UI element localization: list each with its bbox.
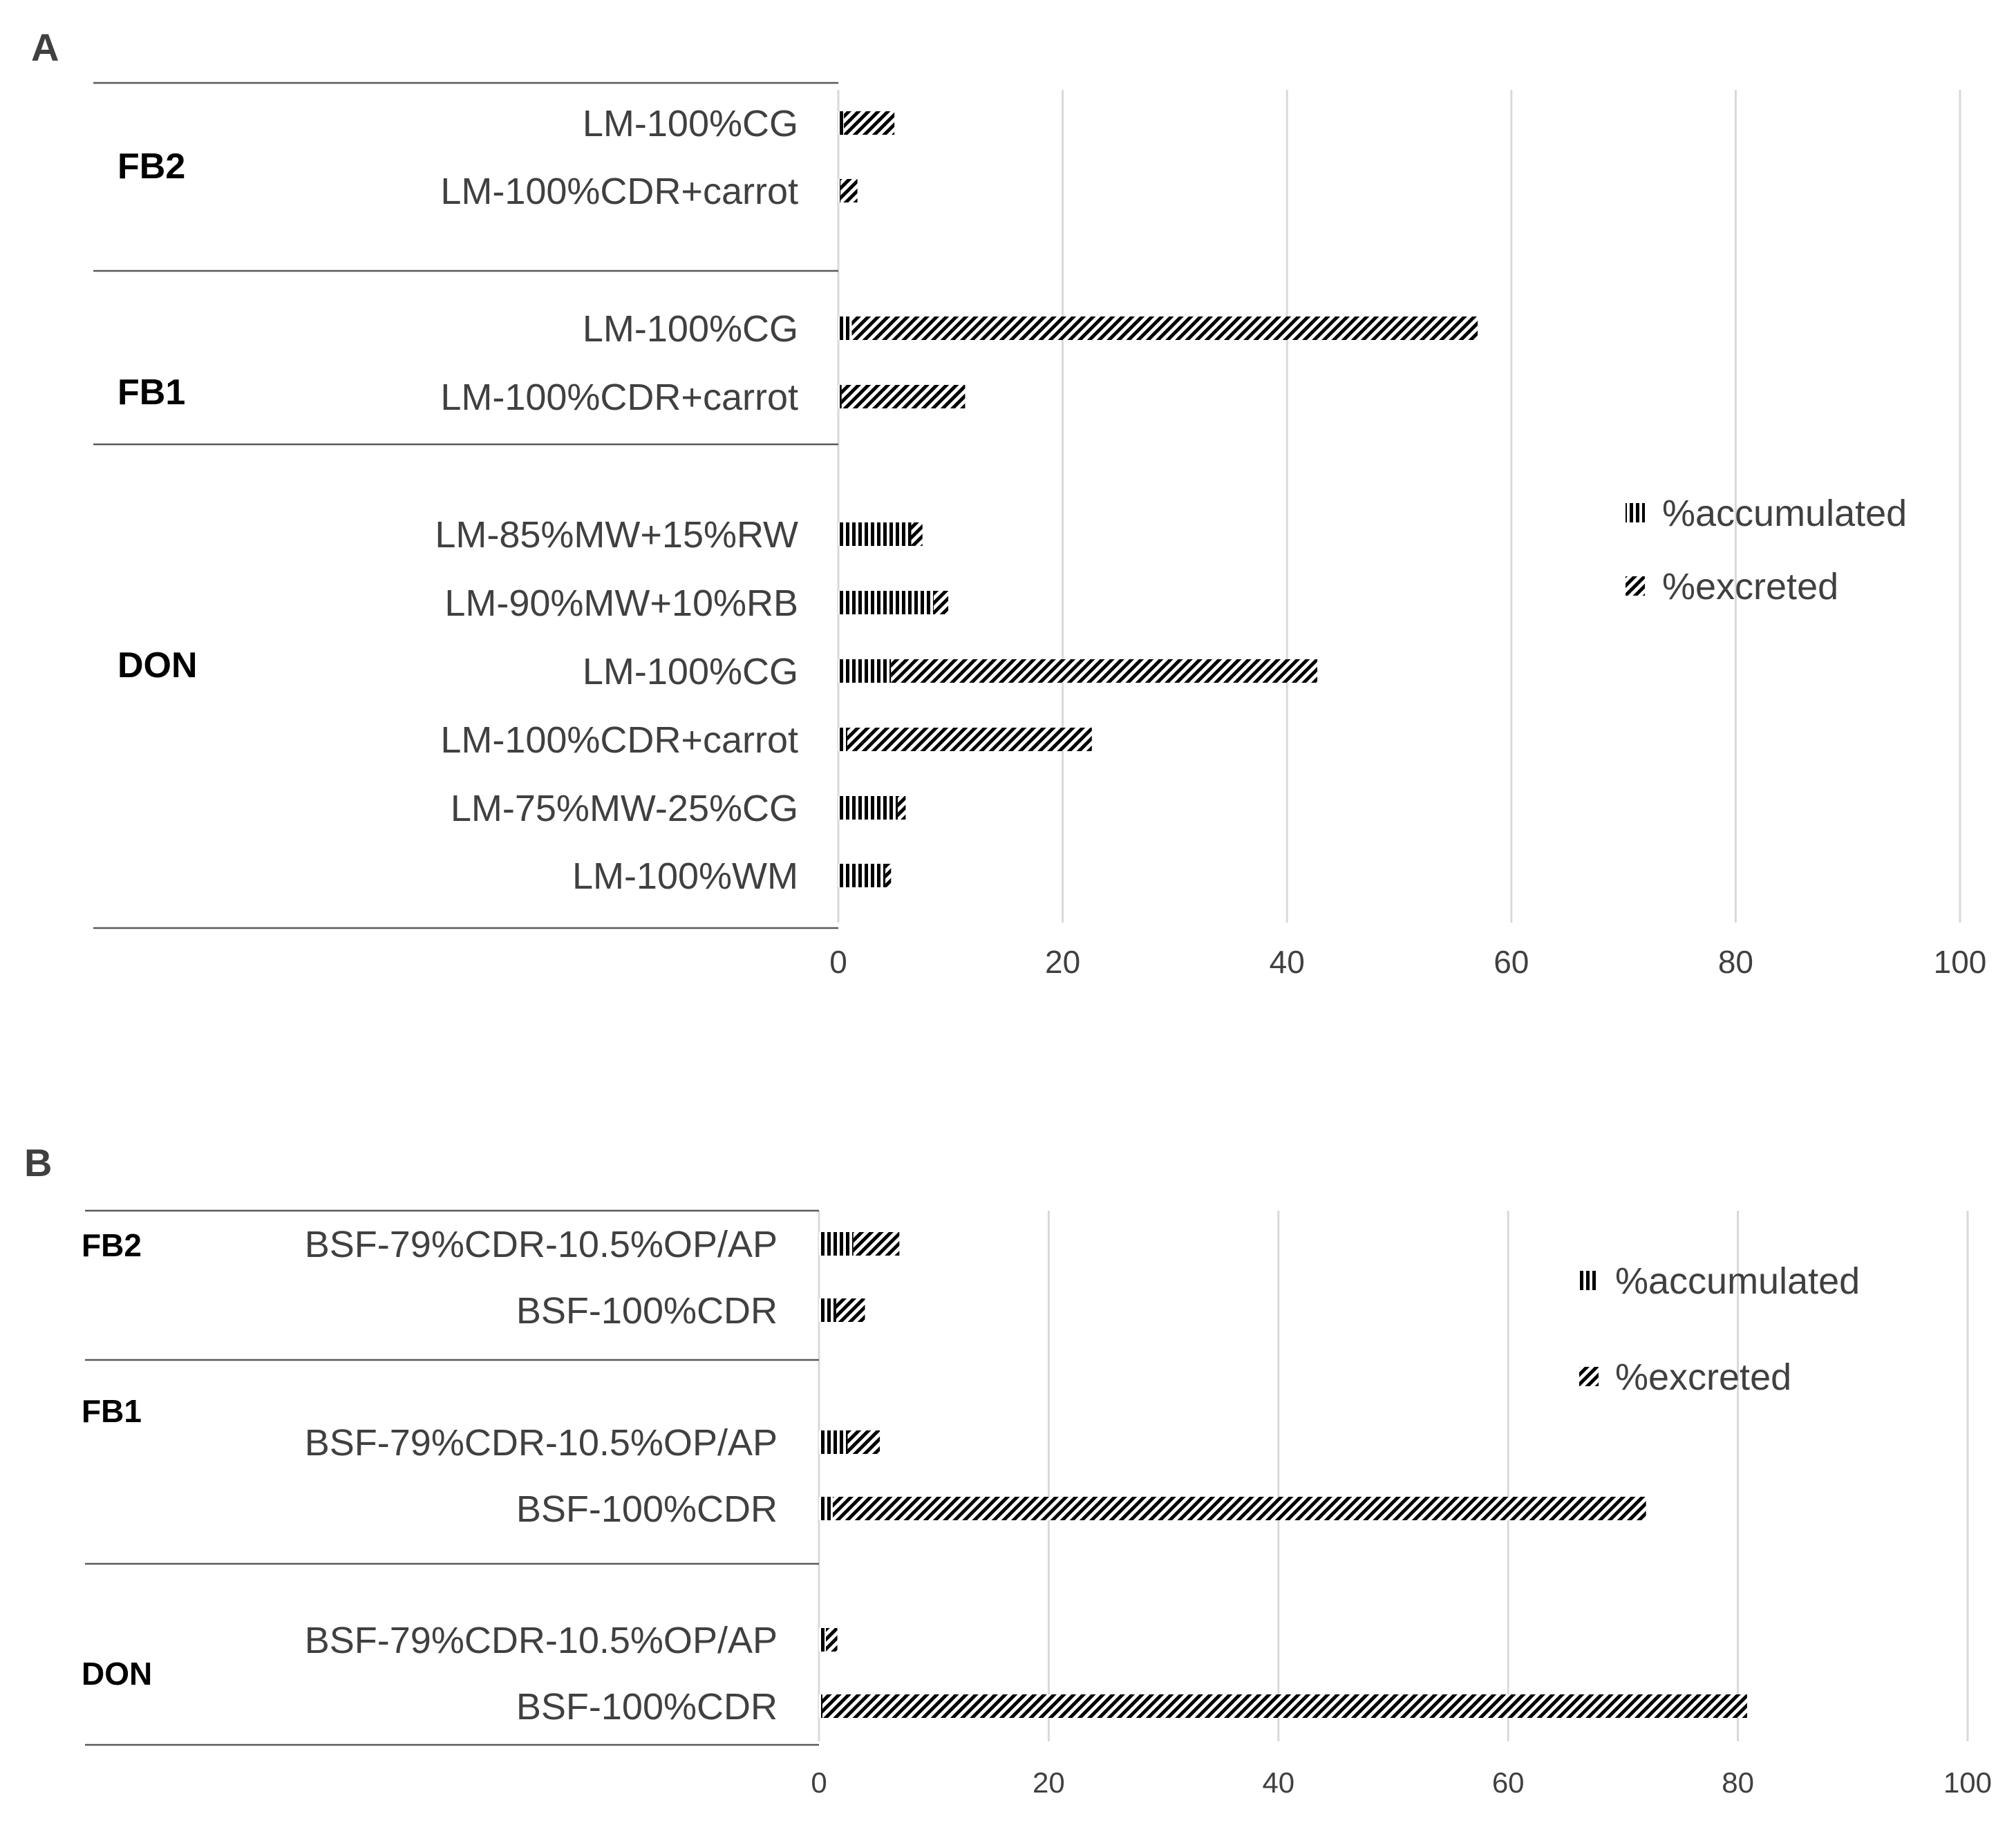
bar-excreted bbox=[898, 796, 906, 820]
bar-accumulated bbox=[819, 1430, 848, 1454]
bar-accumulated bbox=[838, 316, 852, 340]
x-tick-label: 80 bbox=[1722, 1766, 1754, 1799]
category-label: LM-90%MW+10%RB bbox=[444, 583, 798, 624]
bar-accumulated bbox=[838, 864, 886, 887]
bar-accumulated bbox=[819, 1628, 826, 1652]
x-tick-label: 100 bbox=[1943, 1766, 1992, 1799]
category-label: LM-100%CDR+carrot bbox=[440, 171, 798, 212]
bar-excreted bbox=[841, 385, 965, 408]
bar-excreted bbox=[836, 1298, 865, 1322]
bar-excreted bbox=[822, 1694, 1747, 1718]
legend-swatch-excreted bbox=[1579, 1367, 1599, 1386]
x-tick-label: 40 bbox=[1270, 944, 1305, 980]
x-tick-label: 80 bbox=[1718, 944, 1753, 980]
bar-accumulated bbox=[819, 1298, 836, 1322]
legend-swatch-accumulated bbox=[1579, 1271, 1599, 1290]
bar-accumulated bbox=[838, 728, 847, 751]
bar-accumulated bbox=[819, 1694, 822, 1718]
x-tick-label: 0 bbox=[829, 944, 847, 980]
legend-label-accumulated: %accumulated bbox=[1662, 493, 1907, 534]
group-label: DON bbox=[82, 1656, 152, 1692]
bar-accumulated bbox=[819, 1497, 833, 1520]
bar-excreted bbox=[891, 659, 1318, 683]
category-label: LM-100%CG bbox=[583, 308, 798, 350]
panel-a-chart: 0 20 40 60 80 100 FB2 LM-100%CG LM-100%CDR+carro… bbox=[93, 82, 1987, 980]
category-label: LM-100%CG bbox=[583, 103, 798, 144]
x-tick-label: 40 bbox=[1262, 1766, 1294, 1799]
bar-accumulated bbox=[838, 522, 912, 546]
bar-excreted bbox=[851, 316, 1478, 340]
x-tick-label: 100 bbox=[1934, 944, 1987, 980]
category-label: BSF-100%CDR bbox=[516, 1686, 778, 1728]
legend-swatch-excreted bbox=[1626, 576, 1645, 596]
bar-excreted bbox=[847, 728, 1092, 751]
bar-excreted bbox=[825, 1628, 838, 1652]
bar-accumulated bbox=[838, 111, 845, 135]
x-tick-label: 0 bbox=[811, 1766, 827, 1799]
group-label: FB2 bbox=[82, 1227, 142, 1263]
panel-b-letter: B bbox=[24, 1141, 52, 1184]
bar-accumulated bbox=[838, 385, 842, 408]
legend-label-excreted: %excreted bbox=[1615, 1356, 1791, 1398]
category-label: LM-100%CDR+carrot bbox=[440, 377, 798, 418]
x-tick-label: 60 bbox=[1494, 944, 1529, 980]
bar-excreted bbox=[853, 1232, 900, 1256]
bar-excreted bbox=[933, 591, 949, 614]
category-label: BSF-79%CDR-10.5%OP/AP bbox=[305, 1620, 778, 1661]
category-label: LM-100%WM bbox=[572, 855, 798, 897]
panel-b-chart: 0 20 40 60 80 100 FB2 BSF-79%CDR-10.5%OP/AP BSF-… bbox=[82, 1209, 1992, 1799]
bar-excreted bbox=[844, 111, 895, 135]
bar-excreted bbox=[885, 864, 892, 887]
category-label: LM-100%CDR+carrot bbox=[440, 719, 798, 761]
legend-label-accumulated: %accumulated bbox=[1615, 1260, 1860, 1302]
panel-a-letter: A bbox=[31, 26, 59, 69]
x-tick-label: 20 bbox=[1045, 944, 1080, 980]
x-tick-label: 20 bbox=[1033, 1766, 1065, 1799]
group-label: FB1 bbox=[117, 372, 185, 413]
category-label: BSF-79%CDR-10.5%OP/AP bbox=[305, 1224, 778, 1265]
category-label: BSF-100%CDR bbox=[516, 1290, 778, 1332]
legend-label-excreted: %excreted bbox=[1662, 566, 1838, 607]
bar-accumulated bbox=[838, 796, 898, 820]
category-label: BSF-100%CDR bbox=[516, 1488, 778, 1530]
group-label: FB1 bbox=[82, 1393, 142, 1429]
legend-swatch-accumulated bbox=[1626, 503, 1645, 522]
bar-excreted bbox=[911, 522, 923, 546]
bar-accumulated bbox=[838, 179, 841, 202]
group-label: DON bbox=[117, 645, 198, 685]
bar-excreted bbox=[832, 1497, 1646, 1520]
bar-accumulated bbox=[819, 1232, 854, 1256]
bar-excreted bbox=[840, 179, 858, 202]
bar-accumulated bbox=[838, 591, 934, 614]
bar-excreted bbox=[847, 1430, 880, 1454]
category-label: BSF-79%CDR-10.5%OP/AP bbox=[305, 1422, 778, 1464]
x-tick-label: 60 bbox=[1492, 1766, 1525, 1799]
category-label: LM-100%CG bbox=[583, 651, 798, 692]
category-label: LM-85%MW+15%RW bbox=[435, 514, 798, 556]
group-label: FB2 bbox=[117, 146, 185, 187]
category-label: LM-75%MW-25%CG bbox=[451, 788, 798, 829]
bar-accumulated bbox=[838, 659, 892, 683]
